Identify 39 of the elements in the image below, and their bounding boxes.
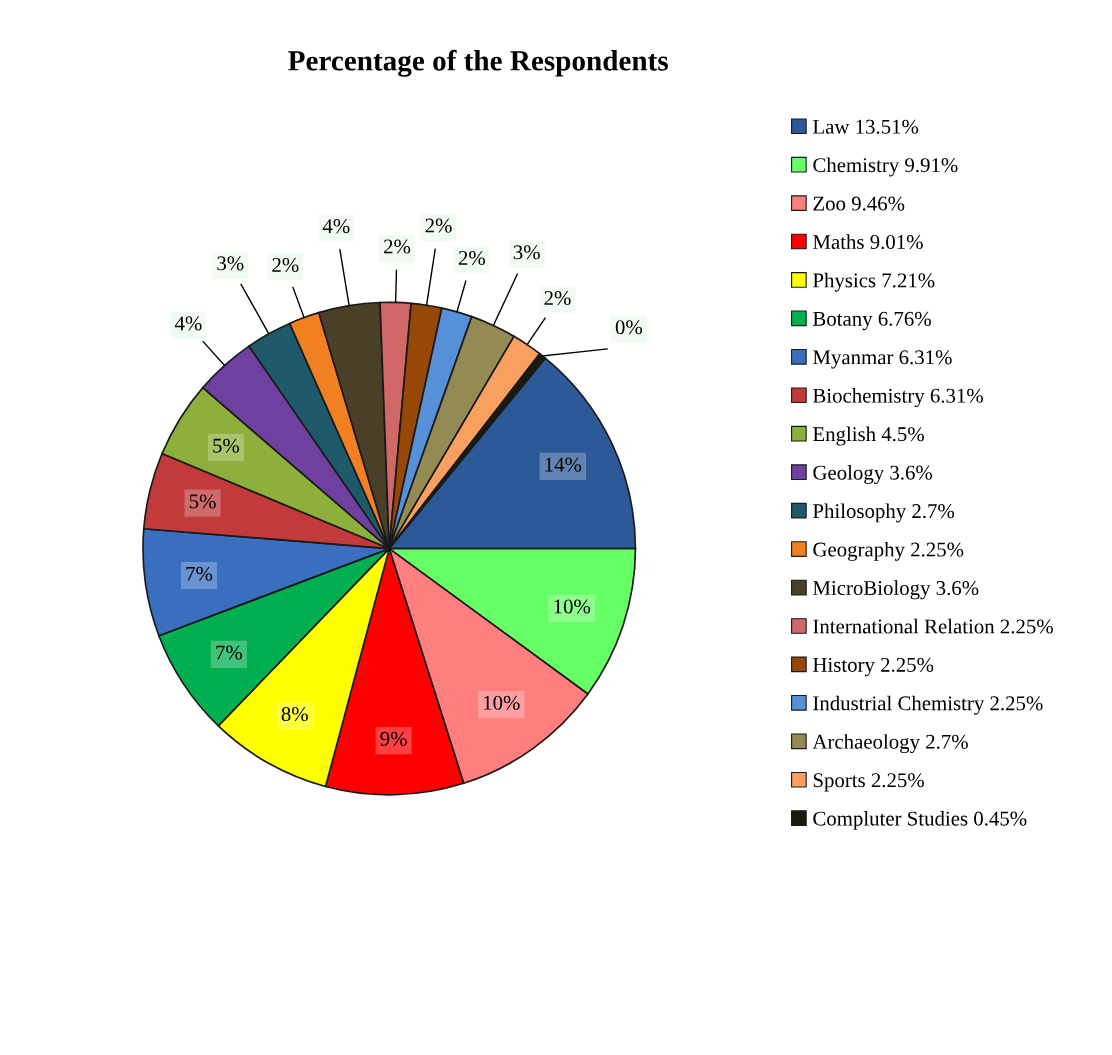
legend-label: Sports 2.25% bbox=[813, 773, 924, 792]
data-label: 10% bbox=[484, 695, 520, 710]
legend-label: Chemistry 9.91% bbox=[813, 157, 958, 177]
legend-label: MicroBiology 3.6% bbox=[813, 580, 979, 600]
legend-label: Law 13.51% bbox=[813, 119, 919, 134]
legend-label: Industrial Chemistry 2.25% bbox=[813, 695, 1043, 715]
legend-label: Compluter Studies 0.45% bbox=[813, 810, 1027, 830]
data-label: 10% bbox=[554, 599, 591, 614]
legend-label: Zoo 9.46% bbox=[813, 196, 905, 211]
data-label: 2% bbox=[544, 290, 571, 306]
legend-label: Philosophy 2.7% bbox=[813, 503, 955, 523]
legend-label: History 2.25% bbox=[813, 657, 934, 677]
legend-label: Maths 9.01% bbox=[813, 234, 923, 250]
data-label: 0% bbox=[615, 320, 643, 335]
legend-label: International Relation 2.25% bbox=[813, 618, 1053, 634]
data-label: 2% bbox=[425, 218, 452, 233]
data-label: 8% bbox=[281, 706, 308, 722]
legend-label: English 4.5% bbox=[813, 426, 924, 446]
data-label: 14% bbox=[545, 457, 582, 472]
data-label: 4% bbox=[174, 316, 202, 331]
legend-label: Geography 2.25% bbox=[813, 541, 964, 561]
data-label: 3% bbox=[217, 256, 244, 271]
legend-label: Physics 7.21% bbox=[813, 272, 935, 292]
legend-label: Botany 6.76% bbox=[813, 311, 931, 331]
data-label: 7% bbox=[186, 566, 213, 581]
data-label: 5% bbox=[189, 494, 216, 509]
data-label: 2% bbox=[384, 239, 411, 254]
data-label: 9% bbox=[380, 731, 407, 746]
data-label: 2% bbox=[272, 257, 299, 273]
data-label: 2% bbox=[458, 250, 486, 266]
data-label: 3% bbox=[513, 245, 540, 260]
legend-label: Geology 3.6% bbox=[813, 465, 933, 484]
data-label: 4% bbox=[322, 219, 350, 234]
data-label: 5% bbox=[213, 438, 240, 453]
legend-label: Myanmar 6.31% bbox=[813, 350, 952, 369]
data-label: 7% bbox=[216, 645, 243, 660]
legend-label: Biochemistry 6.31% bbox=[813, 388, 983, 408]
chart-title: Percentage of the Respondents bbox=[288, 49, 668, 77]
legend-label: Archaeology 2.7% bbox=[812, 734, 968, 754]
